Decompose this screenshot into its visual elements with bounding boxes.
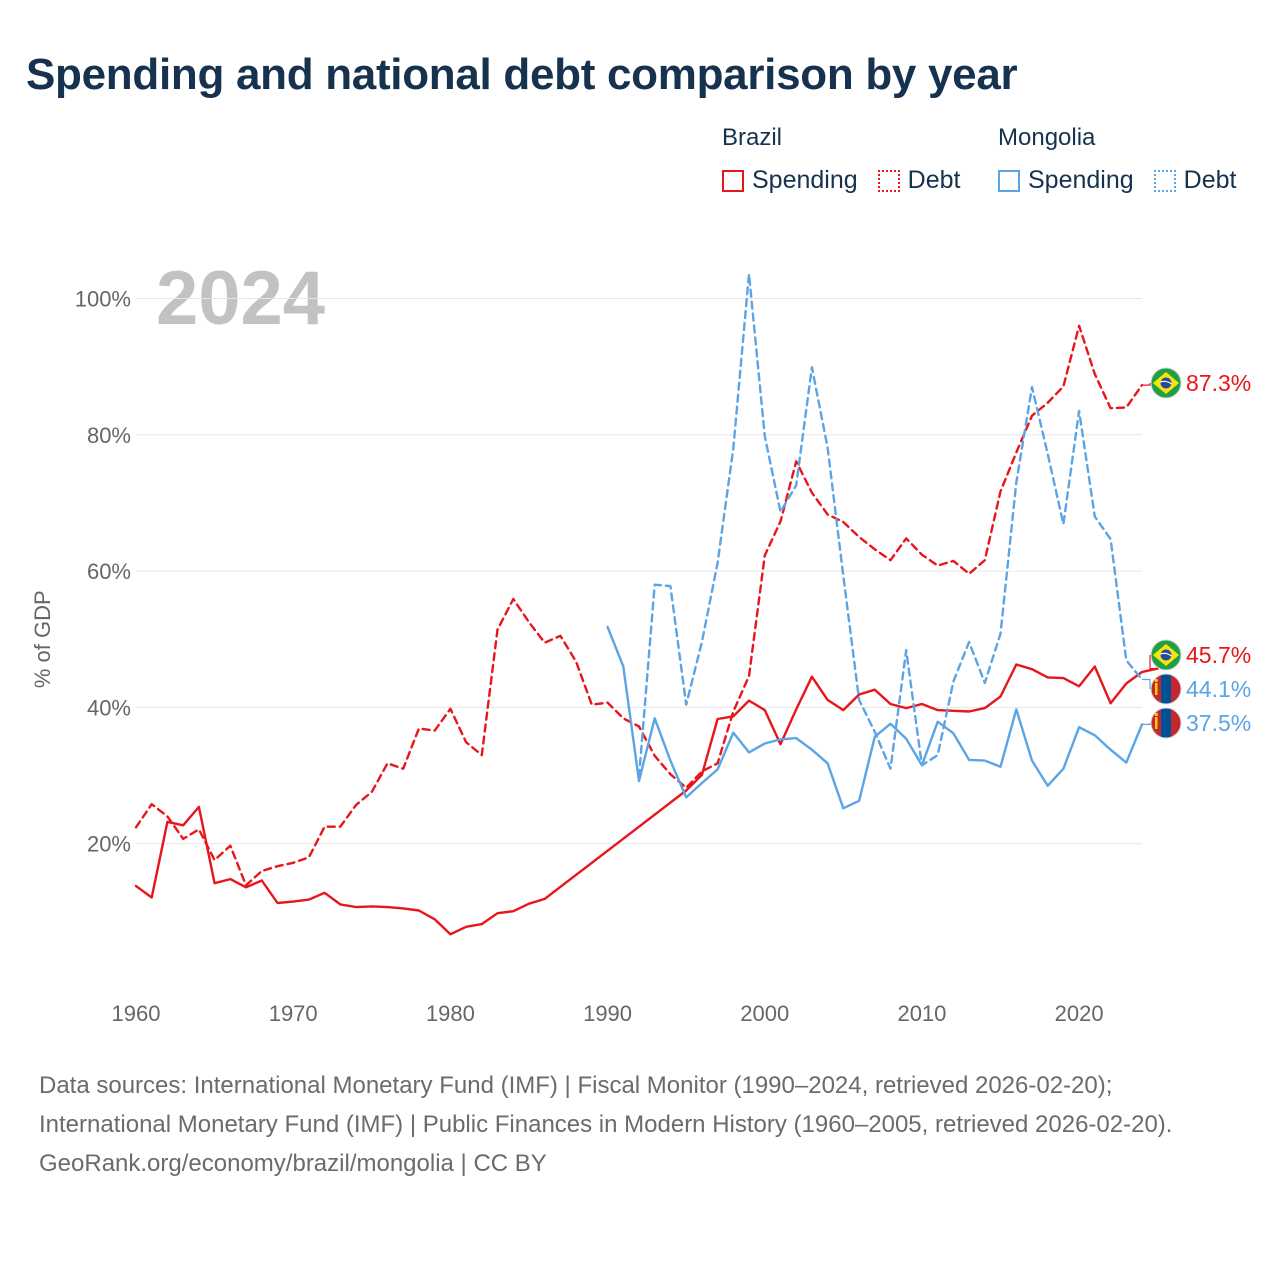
end-value-label: 45.7%	[1186, 642, 1251, 668]
legend-group-brazil: Brazil Spending Debt	[722, 124, 980, 195]
legend-label: Spending	[1028, 166, 1134, 194]
x-tick-label: 2010	[897, 1001, 946, 1026]
mongolia-flag-icon	[1150, 707, 1182, 739]
y-tick-label: 60%	[87, 559, 131, 584]
flag-globe	[1160, 377, 1172, 389]
flag-soyombo	[1155, 717, 1158, 729]
series-line	[637, 272, 1144, 779]
flag-band	[1160, 652, 1172, 657]
end-label-connector	[1142, 678, 1151, 689]
end-label-connector	[1149, 655, 1158, 670]
legend-country-label: Brazil	[722, 124, 783, 151]
flag-body	[1151, 640, 1181, 670]
end-value-label: 87.3%	[1186, 370, 1251, 396]
legend-item-mongolia-debt[interactable]: Debt	[1153, 166, 1237, 195]
flag-soyombo	[1155, 683, 1158, 695]
y-tick-label: 100%	[75, 287, 131, 312]
series-line	[606, 625, 1144, 810]
end-value-label: 44.1%	[1186, 676, 1251, 702]
data-sources: Data sources: International Monetary Fun…	[39, 1072, 1173, 1138]
credit-link[interactable]: GeoRank.org/economy/brazil/mongolia | CC…	[39, 1150, 547, 1177]
flag-globe	[1160, 649, 1172, 661]
legend-swatch-dotted	[1153, 169, 1176, 192]
mongolia-flag-icon	[1150, 673, 1182, 705]
y-axis-label: % of GDP	[30, 590, 55, 688]
legend-item-brazil-debt[interactable]: Debt	[877, 166, 961, 195]
legend-swatch-solid	[722, 169, 744, 192]
flag-outline	[1150, 367, 1182, 399]
flag-band	[1160, 380, 1172, 385]
brazil-flag-icon	[1150, 639, 1182, 671]
legend-label: Spending	[752, 166, 858, 194]
brazil-flag-icon	[1150, 367, 1182, 399]
legend-item-mongolia-spending[interactable]: Spending	[998, 166, 1134, 195]
flag-outline	[1150, 639, 1182, 671]
series-line	[134, 324, 1144, 887]
x-tick-label: 2000	[740, 1001, 789, 1026]
x-tick-label: 1960	[112, 1001, 161, 1026]
flag-body	[1151, 674, 1181, 704]
end-value-label: 37.5%	[1186, 710, 1251, 736]
series-line	[134, 663, 1159, 936]
y-tick-label: 20%	[87, 832, 131, 857]
x-tick-label: 2020	[1055, 1001, 1104, 1026]
flag-body	[1151, 708, 1181, 738]
x-tick-label: 1970	[269, 1001, 318, 1026]
flag-outline	[1150, 673, 1182, 705]
flag-soyombo-dot	[1154, 678, 1158, 683]
x-tick-label: 1990	[583, 1001, 632, 1026]
y-tick-label: 80%	[87, 423, 131, 448]
legend-label: Debt	[1183, 166, 1237, 194]
legend-item-brazil-spending[interactable]: Spending	[722, 166, 858, 195]
flag-stripe	[1161, 674, 1171, 704]
flag-outline	[1150, 707, 1182, 739]
legend-swatch-dotted	[877, 169, 900, 192]
end-label-connector	[1142, 383, 1151, 386]
end-label-connector	[1142, 723, 1151, 725]
legend-group-mongolia: Mongolia Spending Debt	[998, 124, 1256, 195]
y-tick-label: 40%	[87, 695, 131, 720]
footer: Data sources: International Monetary Fun…	[39, 1066, 1239, 1183]
legend-label: Debt	[907, 166, 961, 194]
legend-country-label: Mongolia	[998, 124, 1096, 151]
chart-title: Spending and national debt comparison by…	[26, 50, 1018, 99]
flag-stripe	[1161, 708, 1171, 738]
x-tick-label: 1980	[426, 1001, 475, 1026]
flag-soyombo-dot	[1154, 712, 1158, 717]
flag-body	[1151, 368, 1181, 398]
legend-swatch-solid	[998, 169, 1020, 192]
